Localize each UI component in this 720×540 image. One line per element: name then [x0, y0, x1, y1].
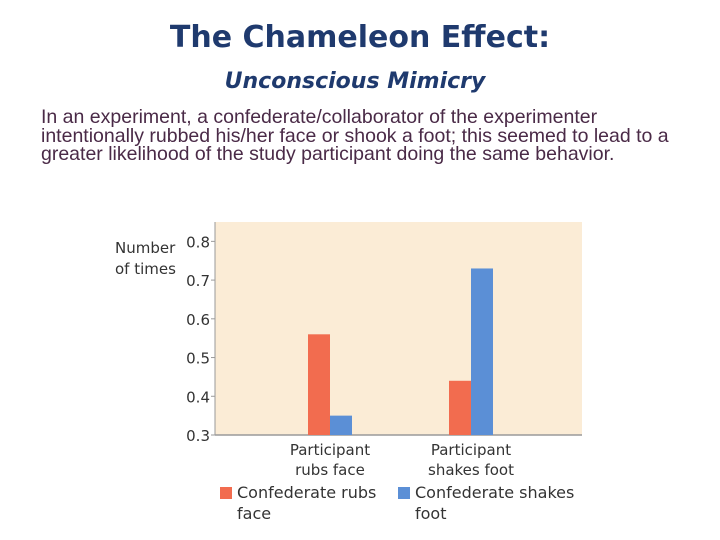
slide-subtitle: Unconscious Mimicry — [224, 69, 486, 94]
legend-label: Confederate rubs face — [237, 482, 407, 524]
y-tick-label: 0.8 — [186, 233, 210, 251]
legend-label-line: foot — [415, 504, 447, 523]
y-tick-label: 0.5 — [186, 350, 210, 368]
x-category-label: shakes foot — [428, 461, 514, 479]
x-category-label: rubs face — [295, 461, 365, 479]
y-axis-label: Number — [115, 239, 176, 257]
bar-confederate-shakes-foot-0 — [330, 415, 352, 435]
slide-body-text: In an experiment, a confederate/collabor… — [41, 106, 669, 165]
bar-confederate-rubs-face-1 — [449, 380, 471, 435]
legend-label-line: Confederate shakes — [415, 483, 575, 502]
bar-confederate-shakes-foot-1 — [471, 268, 493, 435]
bar-confederate-rubs-face-0 — [308, 334, 330, 435]
y-tick-label: 0.4 — [186, 388, 210, 406]
y-axis-label: of times — [115, 260, 176, 278]
y-tick-label: 0.3 — [186, 427, 210, 445]
x-category-label: Participant — [290, 441, 370, 459]
y-tick-label: 0.7 — [186, 272, 210, 290]
legend-label: Confederate shakes foot — [415, 482, 585, 524]
legend-swatch — [398, 487, 410, 499]
x-category-label: Participant — [431, 441, 511, 459]
plot-background — [215, 222, 582, 435]
legend-swatch — [220, 487, 232, 499]
bar-chart: 0.3 0.4 0.5 0.6 0.7 0.8 Number of times Particip… — [115, 222, 582, 479]
legend-label-line: Confederate rubs — [237, 483, 377, 502]
legend-label-line: face — [237, 504, 272, 523]
slide-title: The Chameleon Effect: — [169, 20, 551, 55]
y-tick-label: 0.6 — [186, 311, 210, 329]
